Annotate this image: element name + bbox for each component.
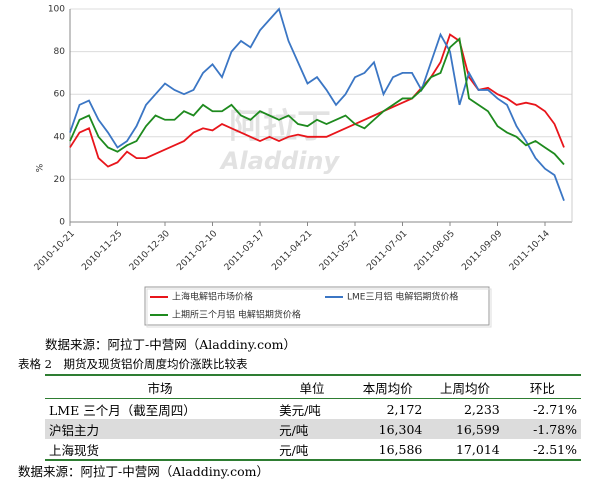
table-cell: 沪铝主力 bbox=[45, 419, 276, 439]
column-header: 本周均价 bbox=[349, 374, 427, 399]
table-cell: 16,304 bbox=[349, 419, 427, 439]
x-tick-label: 2010-11-25 bbox=[80, 229, 124, 273]
legend-label: LME三月铝 电解铝期货价格 bbox=[347, 291, 458, 303]
x-tick-label: 2011-09-09 bbox=[460, 229, 504, 273]
y-tick-label: 100 bbox=[48, 5, 65, 15]
column-header: 单位 bbox=[275, 374, 350, 399]
x-tick-label: 2010-12-30 bbox=[128, 229, 172, 273]
table-row: LME 三个月（截至周四） 美元/吨 2,172 2,233 -2.71% bbox=[45, 399, 581, 420]
watermark: Aladdiny bbox=[219, 147, 341, 175]
legend-shadow bbox=[146, 288, 492, 328]
table-cell: 美元/吨 bbox=[279, 402, 321, 418]
y-tick-label: 60 bbox=[54, 90, 66, 100]
table-cell: 元/吨 bbox=[275, 419, 350, 439]
legend-label: 上海电解铝市场价格 bbox=[172, 291, 253, 303]
table-cell: -2.51% bbox=[503, 439, 581, 461]
table-row: 上海现货 元/吨 16,586 17,014 -2.51% bbox=[45, 439, 581, 461]
source-note: 数据来源：阿拉丁-中营网（Aladdiny.com） bbox=[18, 464, 270, 479]
table-cell: 2,233 bbox=[463, 401, 500, 417]
y-tick-label: 80 bbox=[54, 47, 66, 57]
y-axis-label: % bbox=[36, 163, 46, 172]
y-tick-label: 0 bbox=[59, 218, 65, 228]
legend-box bbox=[144, 286, 490, 326]
table-cell: -2.71% bbox=[533, 401, 577, 417]
table-cell: 16,599 bbox=[426, 419, 504, 439]
table-cell: 16,586 bbox=[349, 439, 427, 461]
column-header: 市场 bbox=[45, 374, 276, 399]
table-row: 沪铝主力 元/吨 16,304 16,599 -1.78% bbox=[45, 419, 581, 439]
series-line bbox=[69, 7, 565, 202]
table-cell: 2,172 bbox=[386, 401, 423, 417]
x-tick-label: 2011-07-01 bbox=[365, 229, 409, 273]
table-caption: 表格 2 期货及现货铝价周度均价涨跌比较表 bbox=[18, 357, 248, 371]
legend-label: 上期所三个月铝 电解铝期货价格 bbox=[172, 309, 301, 321]
column-header: 环比 bbox=[503, 374, 581, 399]
table-cell: LME 三个月（截至周四） bbox=[49, 402, 196, 418]
table-cell: 上海现货 bbox=[45, 439, 276, 461]
x-tick-label: 2011-05-27 bbox=[318, 229, 362, 273]
table-cell: 17,014 bbox=[426, 439, 504, 461]
table-cell: -1.78% bbox=[503, 419, 581, 439]
x-tick-label: 2011-04-21 bbox=[270, 229, 314, 273]
x-tick-label: 2011-10-14 bbox=[508, 229, 552, 273]
x-tick-label: 2011-08-05 bbox=[413, 229, 457, 273]
y-tick-label: 40 bbox=[54, 132, 66, 142]
column-header: 上周均价 bbox=[426, 374, 504, 399]
x-tick-label: 2011-02-10 bbox=[175, 229, 219, 273]
source-note: 数据来源：阿拉丁-中营网（Aladdiny.com） bbox=[45, 337, 297, 352]
x-tick-label: 2011-03-17 bbox=[223, 229, 267, 273]
x-tick-label: 2010-10-21 bbox=[33, 229, 77, 273]
table-cell: 元/吨 bbox=[275, 439, 350, 461]
series-line bbox=[69, 37, 565, 166]
y-tick-label: 20 bbox=[54, 175, 66, 185]
price-table: 市场 单位 本周均价 上周均价 环比 LME 三个月（截至周四） 美元/吨 2,172 2,23… bbox=[45, 374, 581, 461]
